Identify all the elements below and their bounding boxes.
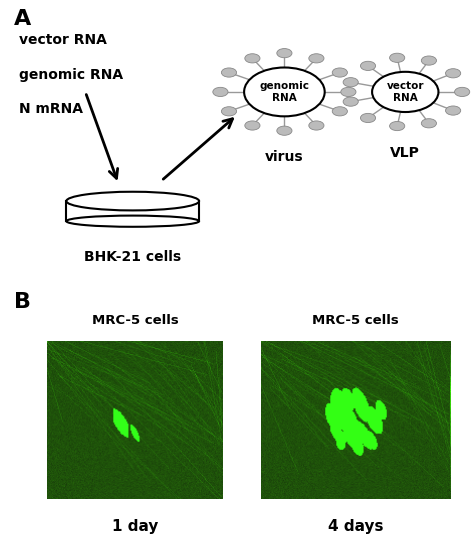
Text: genomic RNA: genomic RNA <box>19 68 123 82</box>
Text: B: B <box>14 292 31 312</box>
Circle shape <box>244 68 325 117</box>
Circle shape <box>360 61 375 70</box>
Circle shape <box>245 54 260 63</box>
Text: 4 days: 4 days <box>328 519 383 534</box>
Circle shape <box>245 121 260 130</box>
Circle shape <box>332 107 347 116</box>
Ellipse shape <box>66 192 199 210</box>
Text: virus: virus <box>265 150 304 164</box>
Circle shape <box>372 72 438 112</box>
Circle shape <box>213 87 228 96</box>
Circle shape <box>309 54 324 63</box>
Ellipse shape <box>66 216 199 227</box>
Circle shape <box>390 53 405 62</box>
Text: BHK-21 cells: BHK-21 cells <box>84 250 181 264</box>
Text: VLP: VLP <box>390 146 420 160</box>
Circle shape <box>221 107 237 116</box>
Text: vector RNA: vector RNA <box>19 33 107 47</box>
Text: genomic
RNA: genomic RNA <box>259 81 310 103</box>
Circle shape <box>332 68 347 77</box>
Text: MRC-5 cells: MRC-5 cells <box>91 314 179 327</box>
Circle shape <box>446 69 461 78</box>
Circle shape <box>343 78 358 87</box>
Text: 1 day: 1 day <box>112 519 158 534</box>
Circle shape <box>341 87 356 96</box>
Circle shape <box>309 121 324 130</box>
Text: vector
RNA: vector RNA <box>386 81 424 103</box>
Circle shape <box>221 68 237 77</box>
Circle shape <box>421 119 437 128</box>
Circle shape <box>343 97 358 106</box>
Text: A: A <box>14 9 31 29</box>
Text: N mRNA: N mRNA <box>19 102 83 116</box>
Circle shape <box>277 49 292 58</box>
Circle shape <box>455 87 470 96</box>
Circle shape <box>421 56 437 65</box>
Circle shape <box>360 113 375 122</box>
Circle shape <box>390 121 405 131</box>
Text: MRC-5 cells: MRC-5 cells <box>312 314 399 327</box>
Circle shape <box>446 106 461 115</box>
Circle shape <box>277 126 292 136</box>
